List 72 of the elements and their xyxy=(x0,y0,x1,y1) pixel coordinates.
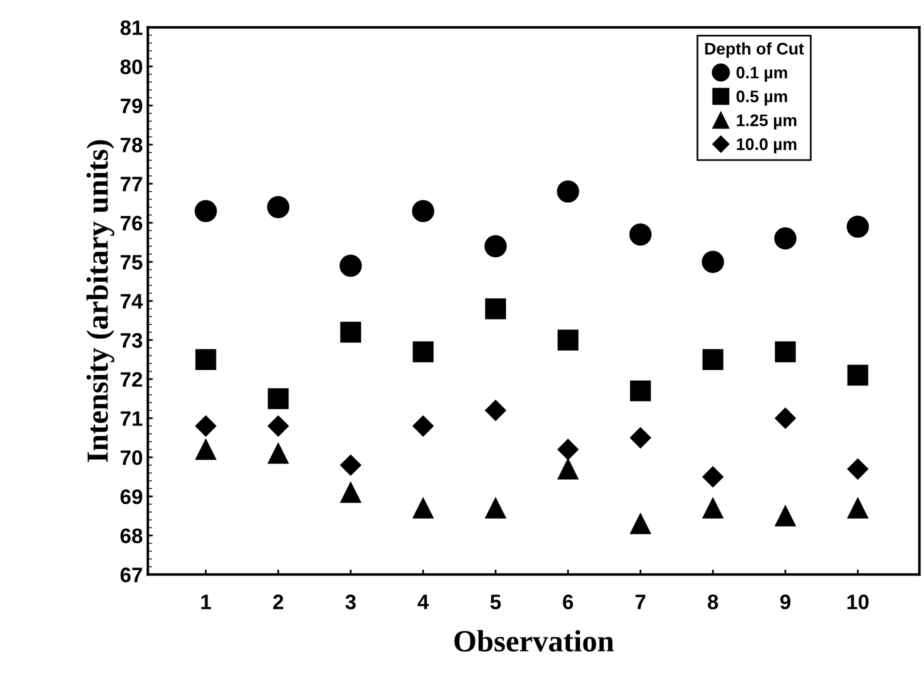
point xyxy=(485,298,506,320)
point xyxy=(630,513,651,534)
point xyxy=(194,200,217,222)
point xyxy=(412,498,434,519)
legend-label: 0.5 µm xyxy=(736,90,788,106)
point xyxy=(847,364,868,386)
point xyxy=(629,223,652,246)
point xyxy=(340,322,362,343)
point xyxy=(774,408,796,429)
point xyxy=(847,458,868,480)
y-tick-label: 77 xyxy=(120,176,142,192)
point xyxy=(268,416,289,437)
point xyxy=(484,235,507,258)
point xyxy=(195,416,216,437)
point xyxy=(195,349,216,370)
x-tick-label: 3 xyxy=(345,594,356,610)
point xyxy=(558,330,578,350)
point xyxy=(846,216,869,238)
x-tick-label: 9 xyxy=(780,594,790,610)
point xyxy=(630,380,651,402)
point xyxy=(340,254,362,277)
point xyxy=(412,341,434,362)
y-tick-label: 68 xyxy=(120,528,142,544)
x-tick-label: 7 xyxy=(636,594,646,610)
point xyxy=(340,482,362,503)
legend-title: Depth of Cut xyxy=(705,42,804,58)
point xyxy=(267,196,290,218)
point xyxy=(340,454,362,476)
y-axis-title: Intensity (arbitary units) xyxy=(86,140,114,462)
x-tick-label: 4 xyxy=(418,594,429,610)
point xyxy=(268,442,289,464)
y-tick-label: 70 xyxy=(120,450,142,466)
y-tick-label: 80 xyxy=(120,59,142,74)
x-axis-title: Observation xyxy=(454,630,614,652)
legend-label: 0.1 µm xyxy=(736,66,788,82)
y-tick-label: 79 xyxy=(120,98,142,114)
legend-label: 10.0 µm xyxy=(736,138,796,154)
point xyxy=(412,416,434,437)
point xyxy=(702,250,724,273)
x-tick-label: 10 xyxy=(848,594,869,610)
x-tick-label: 5 xyxy=(490,594,501,610)
y-tick-label: 76 xyxy=(120,216,142,231)
x-tick-label: 6 xyxy=(562,594,574,610)
y-tick-label: 75 xyxy=(120,255,142,270)
point xyxy=(847,498,868,519)
point xyxy=(556,180,580,203)
y-tick-label: 73 xyxy=(120,333,142,348)
point xyxy=(412,200,434,222)
x-tick-label: 2 xyxy=(273,594,284,610)
y-tick-label: 74 xyxy=(120,294,143,309)
y-tick-label: 78 xyxy=(120,138,142,152)
point xyxy=(774,506,796,526)
x-tick-label: 1 xyxy=(201,594,212,610)
y-tick-label: 72 xyxy=(120,372,142,387)
y-tick-label: 67 xyxy=(120,568,142,582)
y-tick-label: 81 xyxy=(120,20,142,36)
point xyxy=(558,458,578,480)
point xyxy=(558,438,579,460)
point xyxy=(268,388,289,410)
x-tick-label: 8 xyxy=(708,594,718,610)
point xyxy=(485,400,506,421)
point xyxy=(702,349,724,370)
point xyxy=(774,341,796,362)
point xyxy=(774,227,796,250)
point xyxy=(485,498,506,519)
legend-label: 1.25 µm xyxy=(736,114,796,130)
point xyxy=(702,466,724,488)
y-tick-label: 71 xyxy=(120,411,142,426)
point xyxy=(702,498,724,519)
y-tick-label: 69 xyxy=(120,489,142,504)
point xyxy=(195,439,216,460)
point xyxy=(630,427,651,448)
